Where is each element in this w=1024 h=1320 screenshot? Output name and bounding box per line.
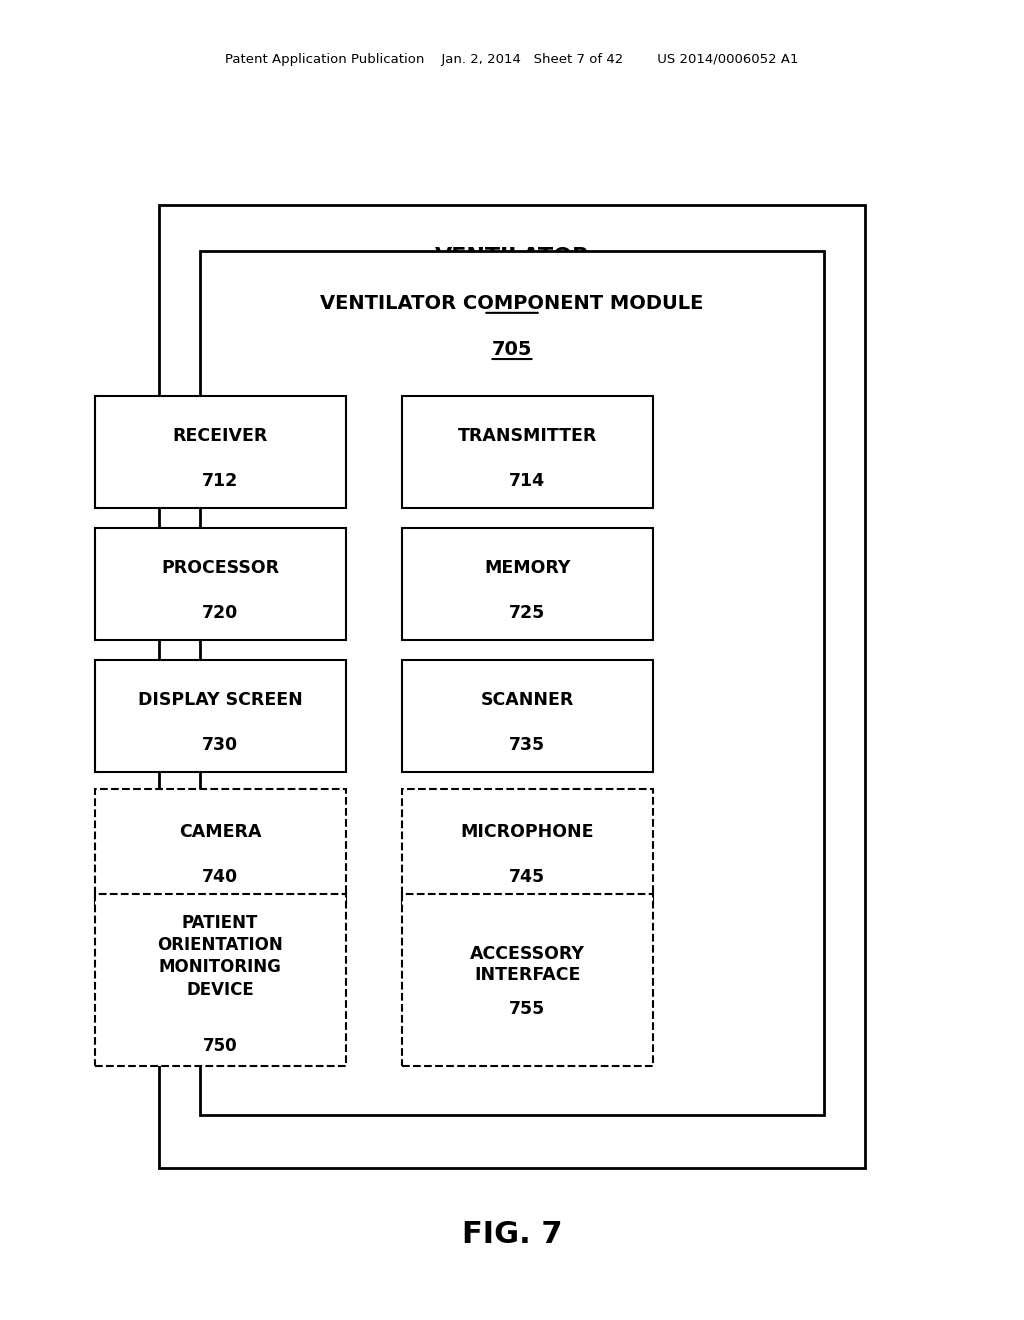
Text: Patent Application Publication    Jan. 2, 2014   Sheet 7 of 42        US 2014/00: Patent Application Publication Jan. 2, 2… — [225, 53, 799, 66]
FancyBboxPatch shape — [401, 894, 653, 1065]
Text: MICROPHONE: MICROPHONE — [461, 824, 594, 841]
Text: 714: 714 — [509, 473, 546, 490]
Text: DISPLAY SCREEN: DISPLAY SCREEN — [138, 692, 302, 709]
FancyBboxPatch shape — [401, 396, 653, 508]
Text: 712: 712 — [202, 473, 239, 490]
Text: CAMERA: CAMERA — [179, 824, 261, 841]
FancyBboxPatch shape — [94, 396, 346, 508]
Text: SCANNER: SCANNER — [480, 692, 574, 709]
Text: VENTILATOR COMPONENT MODULE: VENTILATOR COMPONENT MODULE — [321, 294, 703, 313]
FancyBboxPatch shape — [401, 528, 653, 640]
Text: PROCESSOR: PROCESSOR — [161, 560, 280, 577]
Text: TRANSMITTER: TRANSMITTER — [458, 428, 597, 445]
FancyBboxPatch shape — [401, 788, 653, 907]
Text: FIG. 7: FIG. 7 — [462, 1220, 562, 1249]
FancyBboxPatch shape — [159, 205, 865, 1168]
Text: ACCESSORY
INTERFACE: ACCESSORY INTERFACE — [470, 945, 585, 983]
FancyBboxPatch shape — [401, 660, 653, 772]
FancyBboxPatch shape — [94, 660, 346, 772]
Text: 745: 745 — [509, 869, 546, 886]
Text: 730: 730 — [202, 737, 239, 754]
Text: 750: 750 — [203, 1038, 238, 1055]
Text: 705: 705 — [492, 341, 532, 359]
Text: 735: 735 — [509, 737, 546, 754]
Text: 720: 720 — [202, 605, 239, 622]
FancyBboxPatch shape — [200, 251, 824, 1115]
Text: 755: 755 — [509, 1001, 546, 1018]
FancyBboxPatch shape — [94, 528, 346, 640]
Text: 740: 740 — [202, 869, 239, 886]
Text: PATIENT
ORIENTATION
MONITORING
DEVICE: PATIENT ORIENTATION MONITORING DEVICE — [158, 913, 283, 999]
FancyBboxPatch shape — [94, 788, 346, 907]
Text: VENTILATOR: VENTILATOR — [434, 247, 590, 268]
Text: MEMORY: MEMORY — [484, 560, 570, 577]
Text: 725: 725 — [509, 605, 546, 622]
Text: 710: 710 — [488, 293, 536, 314]
Text: RECEIVER: RECEIVER — [172, 428, 268, 445]
FancyBboxPatch shape — [94, 894, 346, 1065]
